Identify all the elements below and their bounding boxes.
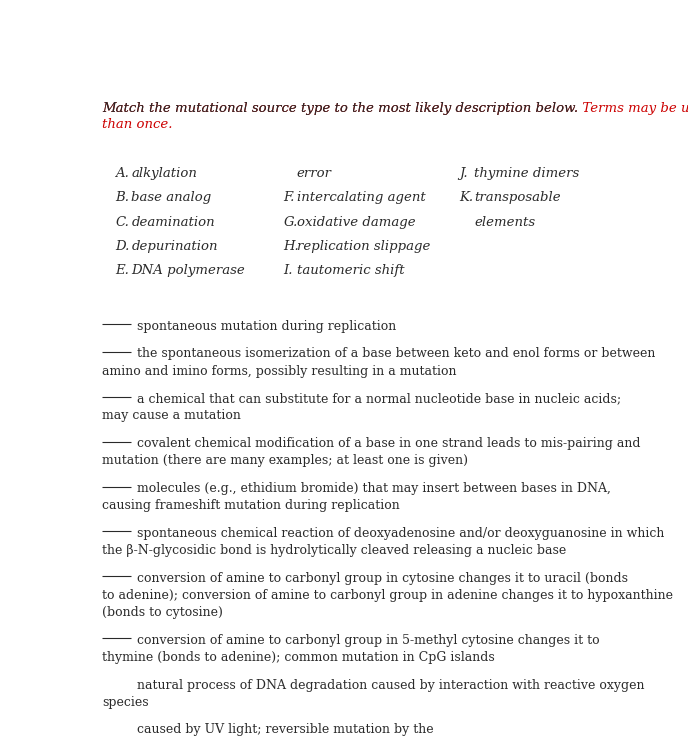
Text: caused by UV light; reversible mutation by the: caused by UV light; reversible mutation … xyxy=(137,724,433,737)
Text: I.: I. xyxy=(283,264,293,277)
Text: J.: J. xyxy=(460,167,468,180)
Text: the β-N-glycosidic bond is hydrolytically cleaved releasing a nucleic base: the β-N-glycosidic bond is hydrolyticall… xyxy=(102,544,566,557)
Text: depurination: depurination xyxy=(131,240,218,252)
Text: G.: G. xyxy=(283,216,298,229)
Text: to adenine); conversion of amine to carbonyl group in adenine changes it to hypo: to adenine); conversion of amine to carb… xyxy=(102,589,673,602)
Text: spontaneous chemical reaction of deoxyadenosine and/or deoxyguanosine in which: spontaneous chemical reaction of deoxyad… xyxy=(137,527,664,540)
Text: error: error xyxy=(297,167,332,180)
Text: a chemical that can substitute for a normal nucleotide base in nucleic acids;: a chemical that can substitute for a nor… xyxy=(137,392,621,405)
Text: species: species xyxy=(102,696,149,709)
Text: transposable: transposable xyxy=(474,191,561,205)
Text: may cause a mutation: may cause a mutation xyxy=(102,409,241,423)
Text: replication slippage: replication slippage xyxy=(297,240,430,252)
Text: conversion of amine to carbonyl group in cytosine changes it to uracil (bonds: conversion of amine to carbonyl group in… xyxy=(137,571,627,585)
Text: A.: A. xyxy=(116,167,129,180)
Text: F.: F. xyxy=(283,191,294,205)
Text: deamination: deamination xyxy=(131,216,215,229)
Text: covalent chemical modification of a base in one strand leads to mis-pairing and: covalent chemical modification of a base… xyxy=(137,437,640,450)
Text: elements: elements xyxy=(474,216,535,229)
Text: C.: C. xyxy=(116,216,129,229)
Text: thymine dimers: thymine dimers xyxy=(474,167,579,180)
Text: the spontaneous isomerization of a base between keto and enol forms or between: the spontaneous isomerization of a base … xyxy=(137,347,655,360)
Text: (bonds to cytosine): (bonds to cytosine) xyxy=(102,606,223,619)
Text: DNA polymerase: DNA polymerase xyxy=(131,264,245,277)
Text: K.: K. xyxy=(460,191,473,205)
Text: E.: E. xyxy=(116,264,129,277)
Text: causing frameshift mutation during replication: causing frameshift mutation during repli… xyxy=(102,499,400,512)
Text: H.: H. xyxy=(283,240,299,252)
Text: conversion of amine to carbonyl group in 5-methyl cytosine changes it to: conversion of amine to carbonyl group in… xyxy=(137,633,599,647)
Text: amino and imino forms, possibly resulting in a mutation: amino and imino forms, possibly resultin… xyxy=(102,365,457,377)
Text: mutation (there are many examples; at least one is given): mutation (there are many examples; at le… xyxy=(102,454,468,468)
Text: intercalating agent: intercalating agent xyxy=(297,191,425,205)
Text: natural process of DNA degradation caused by interaction with reactive oxygen: natural process of DNA degradation cause… xyxy=(137,678,644,692)
Text: tautomeric shift: tautomeric shift xyxy=(297,264,405,277)
Text: alkylation: alkylation xyxy=(131,167,197,180)
Text: base analog: base analog xyxy=(131,191,212,205)
Text: oxidative damage: oxidative damage xyxy=(297,216,416,229)
Text: Match the mutational source type to the most likely description below.: Match the mutational source type to the … xyxy=(102,102,578,115)
Text: D.: D. xyxy=(116,240,130,252)
Text: molecules (e.g., ethidium bromide) that may insert between bases in DNA,: molecules (e.g., ethidium bromide) that … xyxy=(137,482,610,495)
Text: spontaneous mutation during replication: spontaneous mutation during replication xyxy=(137,320,396,332)
Text: Match the mutational source type to the most likely description below. Terms may: Match the mutational source type to the … xyxy=(102,102,688,131)
Text: thymine (bonds to adenine); common mutation in CpG islands: thymine (bonds to adenine); common mutat… xyxy=(102,651,495,664)
Text: B.: B. xyxy=(116,191,129,205)
